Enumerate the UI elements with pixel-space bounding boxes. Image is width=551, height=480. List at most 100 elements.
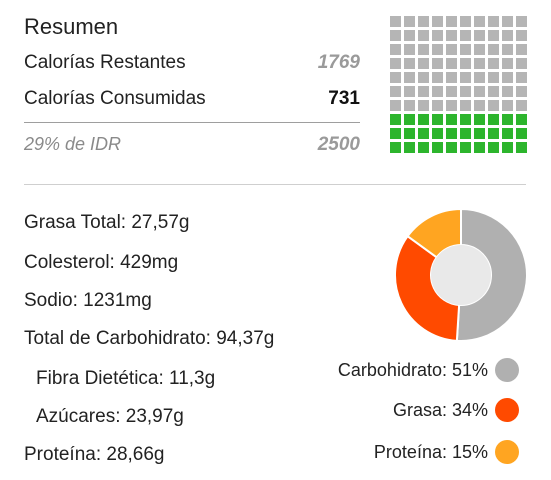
grid-cell-empty — [418, 100, 429, 111]
grid-cell-filled — [488, 114, 499, 125]
grid-cell-filled — [488, 142, 499, 153]
idr-goal-value: 2500 — [317, 134, 360, 155]
grid-cell-empty — [446, 100, 457, 111]
calorie-waffle-grid — [390, 16, 527, 153]
grid-cell-empty — [460, 30, 471, 41]
grid-cell-filled — [516, 128, 527, 139]
nutrient-row: Azúcares: 23,97g — [36, 406, 184, 427]
grid-cell-filled — [516, 142, 527, 153]
grid-cell-empty — [502, 30, 513, 41]
donut-hole — [431, 245, 491, 305]
grid-cell-empty — [488, 86, 499, 97]
grid-cell-empty — [502, 58, 513, 69]
grid-cell-filled — [474, 128, 485, 139]
summary-title: Resumen — [24, 14, 119, 39]
nutrient-row: Total de Carbohidrato: 94,37g — [24, 328, 275, 349]
grid-cell-empty — [432, 16, 443, 27]
grid-cell-empty — [404, 58, 415, 69]
grid-cell-empty — [488, 100, 499, 111]
grid-cell-empty — [474, 72, 485, 83]
grid-cell-empty — [474, 58, 485, 69]
grid-cell-filled — [390, 128, 401, 139]
grid-cell-empty — [516, 30, 527, 41]
legend-swatch — [495, 358, 519, 382]
grid-cell-filled — [418, 128, 429, 139]
grid-cell-empty — [502, 100, 513, 111]
grid-cell-empty — [404, 30, 415, 41]
legend-swatch — [495, 440, 519, 464]
consumed-calories-label: Calorías Consumidas — [24, 88, 206, 109]
nutrient-row: Fibra Dietética: 11,3g — [36, 368, 216, 389]
grid-cell-empty — [502, 72, 513, 83]
grid-cell-empty — [488, 72, 499, 83]
summary-divider — [24, 122, 360, 123]
grid-cell-filled — [432, 142, 443, 153]
grid-cell-empty — [390, 86, 401, 97]
grid-cell-empty — [460, 58, 471, 69]
grid-cell-filled — [404, 114, 415, 125]
grid-cell-empty — [460, 100, 471, 111]
grid-cell-empty — [404, 16, 415, 27]
grid-cell-empty — [516, 16, 527, 27]
grid-cell-empty — [446, 30, 457, 41]
grid-cell-empty — [432, 86, 443, 97]
grid-cell-filled — [432, 114, 443, 125]
grid-cell-empty — [418, 30, 429, 41]
grid-cell-filled — [474, 114, 485, 125]
grid-cell-empty — [502, 16, 513, 27]
grid-cell-empty — [516, 86, 527, 97]
grid-cell-empty — [516, 72, 527, 83]
grid-cell-empty — [516, 44, 527, 55]
remaining-calories-value: 1769 — [317, 52, 360, 73]
grid-cell-empty — [418, 58, 429, 69]
grid-cell-filled — [390, 114, 401, 125]
legend-label: Proteína: 15% — [373, 442, 488, 462]
nutrient-row: Colesterol: 429mg — [24, 252, 179, 273]
grid-cell-empty — [474, 16, 485, 27]
legend-label: Carbohidrato: 51% — [337, 360, 488, 380]
grid-cell-empty — [488, 58, 499, 69]
grid-cell-empty — [446, 44, 457, 55]
grid-cell-empty — [516, 58, 527, 69]
nutrient-row: Grasa Total: 27,57g — [24, 212, 190, 233]
grid-cell-empty — [474, 86, 485, 97]
grid-cell-filled — [460, 128, 471, 139]
grid-cell-empty — [432, 30, 443, 41]
nutrient-row: Sodio: 1231mg — [24, 290, 152, 311]
grid-cell-filled — [446, 142, 457, 153]
donut-slice-carbohidrato — [455, 208, 528, 342]
grid-cell-empty — [446, 16, 457, 27]
consumed-calories-value: 731 — [328, 88, 360, 109]
nutrient-row: Proteína: 28,66g — [24, 444, 165, 465]
idr-percent-label: 29% de IDR — [24, 134, 122, 154]
grid-cell-empty — [446, 58, 457, 69]
grid-cell-empty — [418, 44, 429, 55]
macro-donut-chart — [394, 208, 528, 342]
grid-cell-empty — [404, 44, 415, 55]
grid-cell-empty — [446, 86, 457, 97]
grid-cell-empty — [432, 58, 443, 69]
grid-cell-filled — [474, 142, 485, 153]
grid-cell-empty — [418, 86, 429, 97]
grid-cell-empty — [446, 72, 457, 83]
grid-cell-empty — [432, 44, 443, 55]
grid-cell-filled — [460, 142, 471, 153]
grid-cell-filled — [404, 128, 415, 139]
grid-cell-filled — [446, 114, 457, 125]
grid-cell-empty — [432, 72, 443, 83]
legend-swatch — [495, 398, 519, 422]
grid-cell-empty — [390, 100, 401, 111]
grid-cell-filled — [418, 114, 429, 125]
grid-cell-empty — [502, 44, 513, 55]
grid-cell-filled — [432, 128, 443, 139]
grid-cell-empty — [488, 16, 499, 27]
grid-cell-filled — [460, 114, 471, 125]
grid-cell-empty — [390, 44, 401, 55]
grid-cell-empty — [488, 30, 499, 41]
grid-cell-filled — [488, 128, 499, 139]
grid-cell-empty — [432, 100, 443, 111]
grid-cell-empty — [460, 72, 471, 83]
grid-cell-empty — [474, 100, 485, 111]
grid-cell-filled — [446, 128, 457, 139]
grid-cell-filled — [404, 142, 415, 153]
